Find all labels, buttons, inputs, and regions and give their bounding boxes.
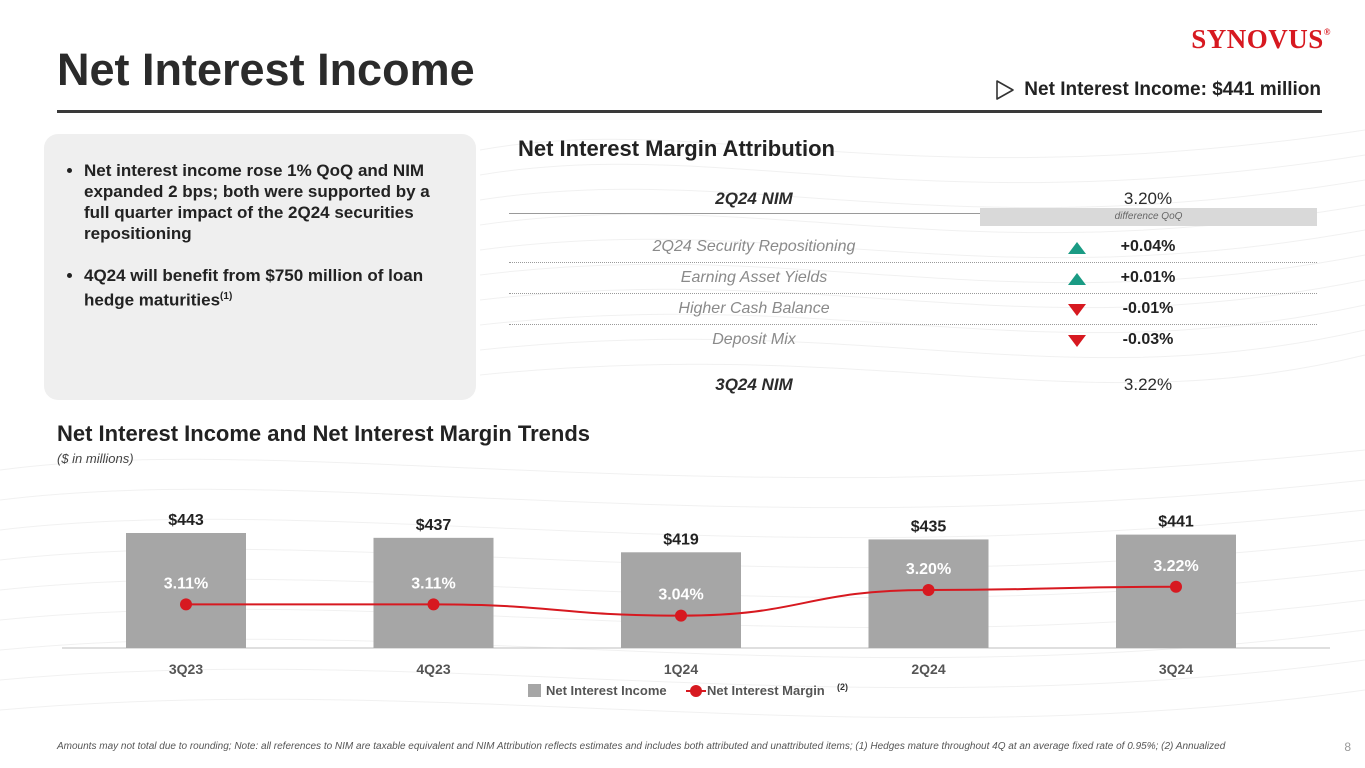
trends-title: Net Interest Income and Net Interest Mar…: [57, 421, 591, 446]
difference-qoq-header: difference QoQ: [980, 208, 1317, 226]
footnote-ref: (1): [220, 291, 233, 302]
nim-point-label: 3.22%: [1153, 558, 1198, 575]
x-tick-label: 4Q23: [416, 661, 450, 677]
nim-point: [922, 584, 935, 596]
x-tick-label: 2Q24: [911, 661, 945, 677]
nim-point-label: 3.11%: [164, 575, 208, 592]
bullet-item: 4Q24 will benefit from $750 million of l…: [84, 265, 448, 311]
nii-bar-label: $441: [1158, 514, 1194, 531]
title-divider: [57, 110, 1322, 113]
legend-marker-nim: [690, 685, 702, 697]
nim-attribution-table: 2Q24 NIM 3.20% 2Q24 Security Repositioni…: [509, 183, 1317, 399]
nii-bar: [373, 537, 494, 648]
nii-bar-label: $437: [416, 517, 452, 534]
nim-point: [675, 609, 687, 622]
nim-point: [180, 598, 192, 611]
triangle-down-icon: [1068, 335, 1086, 347]
trends-subtitle: ($ in millions): [57, 451, 134, 466]
attribution-start-row: 2Q24 NIM 3.20%: [509, 183, 1317, 214]
bullet-item: Net interest income rose 1% QoQ and NIM …: [84, 160, 448, 244]
nii-bar: [621, 552, 741, 648]
x-tick-label: 1Q24: [664, 661, 698, 677]
attribution-row: Earning Asset Yields +0.01%: [509, 263, 1317, 294]
x-tick-label: 3Q23: [169, 661, 203, 677]
nim-point: [1170, 580, 1182, 593]
nii-bar-label: $419: [663, 531, 699, 548]
headline-text: Net Interest Income: $441 million: [1024, 79, 1321, 100]
nim-attribution-title: Net Interest Margin Attribution: [518, 136, 835, 161]
headline-callout: Net Interest Income: $441 million: [994, 79, 1321, 101]
page-title: Net Interest Income: [57, 44, 475, 95]
attribution-row: Higher Cash Balance -0.01%: [509, 294, 1317, 325]
x-tick-label: 3Q24: [1159, 661, 1193, 677]
triangle-down-icon: [1068, 304, 1086, 316]
footnote: Amounts may not total due to rounding; N…: [57, 741, 1226, 752]
nii-nim-chart: $443 3Q23 $437 4Q23 $419 1Q24 $435 2Q24 $441 3Q24…: [62, 512, 1330, 698]
attribution-row: 2Q24 Security Repositioning +0.04%: [509, 232, 1317, 263]
nim-point-label: 3.04%: [658, 587, 703, 604]
nim-point-label: 3.11%: [411, 575, 455, 592]
play-outline-icon: [996, 80, 1015, 100]
legend-label-nii: Net Interest Income: [546, 683, 667, 698]
nii-bar: [126, 533, 246, 648]
synovus-logo: SYNOVUS®: [1191, 24, 1331, 54]
attribution-end-row: 3Q24 NIM 3.22%: [715, 375, 1173, 394]
nii-bar-label: $435: [911, 518, 947, 535]
legend-footnote-ref: (2): [837, 682, 848, 692]
legend-label-nim: Net Interest Margin: [707, 683, 825, 698]
page-number: 8: [1344, 740, 1351, 754]
attribution-row: Deposit Mix -0.03%: [712, 331, 1174, 348]
legend-swatch-nii: [528, 684, 541, 697]
summary-bullets-panel: Net interest income rose 1% QoQ and NIM …: [44, 134, 476, 400]
nim-point-label: 3.20%: [906, 561, 951, 578]
triangle-up-icon: [1068, 242, 1086, 254]
nii-bar-label: $443: [168, 512, 204, 529]
nim-point: [427, 598, 440, 611]
triangle-up-icon: [1068, 273, 1086, 285]
